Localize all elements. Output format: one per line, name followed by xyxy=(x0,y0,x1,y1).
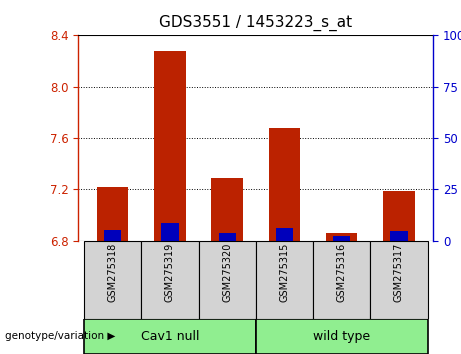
Text: GSM275318: GSM275318 xyxy=(108,243,118,302)
Bar xyxy=(199,241,256,319)
Bar xyxy=(370,241,428,319)
Bar xyxy=(219,233,236,241)
Text: GSM275320: GSM275320 xyxy=(222,243,232,302)
Bar xyxy=(97,187,129,241)
Text: GSM275315: GSM275315 xyxy=(279,243,290,302)
Bar xyxy=(313,241,370,319)
Bar xyxy=(84,319,256,354)
Bar xyxy=(84,241,142,319)
Bar xyxy=(104,230,121,241)
Bar xyxy=(142,241,199,319)
Bar xyxy=(276,228,293,241)
Text: GSM275319: GSM275319 xyxy=(165,243,175,302)
Text: genotype/variation ▶: genotype/variation ▶ xyxy=(5,331,115,341)
Text: wild type: wild type xyxy=(313,330,370,343)
Bar xyxy=(161,223,178,241)
Bar xyxy=(256,319,428,354)
Title: GDS3551 / 1453223_s_at: GDS3551 / 1453223_s_at xyxy=(160,15,352,31)
Text: Cav1 null: Cav1 null xyxy=(141,330,199,343)
Bar xyxy=(390,232,408,241)
Text: GSM275317: GSM275317 xyxy=(394,243,404,302)
Bar xyxy=(212,178,243,241)
Bar xyxy=(154,51,186,241)
Bar xyxy=(326,233,357,241)
Bar xyxy=(383,191,415,241)
Bar xyxy=(269,128,300,241)
Text: GSM275316: GSM275316 xyxy=(337,243,347,302)
Bar xyxy=(333,236,350,241)
Bar xyxy=(256,241,313,319)
